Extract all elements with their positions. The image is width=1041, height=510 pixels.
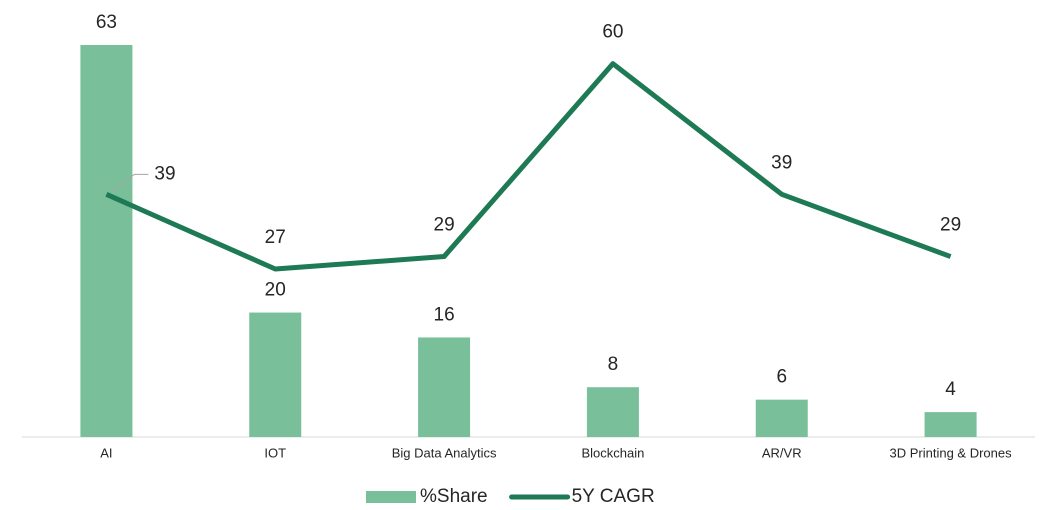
bar xyxy=(80,45,133,437)
legend-label: 5Y CAGR xyxy=(572,486,655,507)
bar-value-label: 6 xyxy=(776,367,787,388)
line-value-label: 60 xyxy=(602,22,623,43)
legend-label: %Share xyxy=(420,486,488,507)
bar xyxy=(924,412,977,437)
x-tick-label: Big Data Analytics xyxy=(392,445,497,460)
bar xyxy=(418,337,471,437)
bar-value-label: 20 xyxy=(265,280,286,301)
bar-value-label: 8 xyxy=(608,354,619,375)
leader-line xyxy=(110,173,149,193)
bar xyxy=(586,387,639,437)
bar xyxy=(755,399,808,437)
bar-value-label: 63 xyxy=(96,12,117,33)
legend-swatch xyxy=(366,491,416,503)
bar xyxy=(249,312,302,437)
line-value-label: 27 xyxy=(265,227,286,248)
line xyxy=(105,61,952,272)
line-value-label: 29 xyxy=(940,215,961,236)
line-value-label: 39 xyxy=(771,152,792,173)
bar-value-label: 4 xyxy=(945,379,956,400)
bar-value-label: 16 xyxy=(434,304,455,325)
x-tick-label: AR/VR xyxy=(762,445,802,460)
x-tick-label: IOT xyxy=(264,445,286,460)
x-tick-label: Blockchain xyxy=(581,445,644,460)
x-tick-label: 3D Printing & Drones xyxy=(890,445,1013,460)
x-tick-label: AI xyxy=(100,445,112,460)
line-value-label: 39 xyxy=(154,163,175,184)
line-value-label: 29 xyxy=(434,215,455,236)
